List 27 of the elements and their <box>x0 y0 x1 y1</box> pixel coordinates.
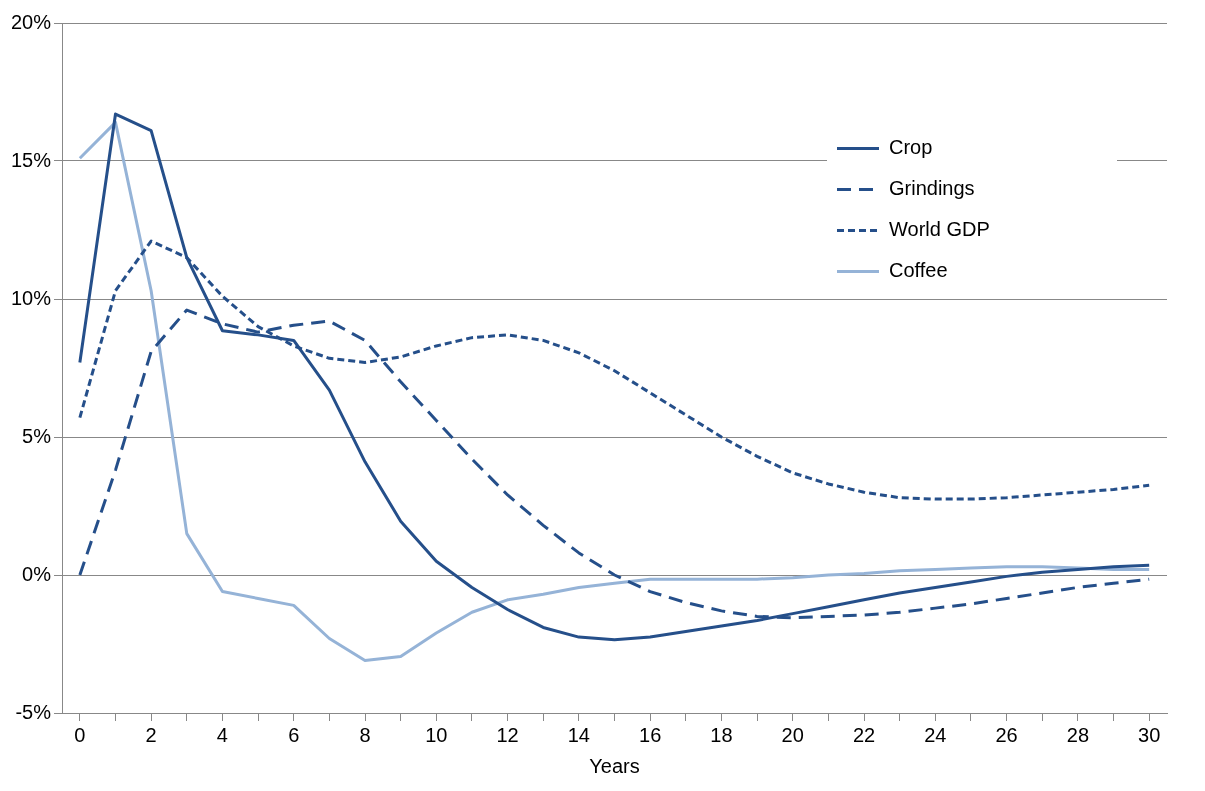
y-tick-label: 20% <box>11 10 52 33</box>
x-tick-label: 12 <box>496 723 519 746</box>
x-tick-label: 22 <box>852 723 876 746</box>
y-tick-label: 5% <box>22 424 52 447</box>
x-tick-label: 24 <box>924 723 947 746</box>
y-tick-label: -5% <box>15 700 52 723</box>
x-tick-label: 30 <box>1138 723 1161 746</box>
y-tick-label: 15% <box>11 148 52 171</box>
x-tick-label: 16 <box>639 723 662 746</box>
legend-label: Crop <box>889 136 933 159</box>
legend-label: Coffee <box>889 259 948 282</box>
x-tick-label: 0 <box>74 723 86 746</box>
x-tick-label: 26 <box>995 723 1018 746</box>
x-tick-label: 6 <box>288 723 300 746</box>
x-tick-label: 18 <box>710 723 733 746</box>
y-tick-label: 0% <box>22 562 52 585</box>
x-axis-title: Years <box>589 754 640 777</box>
legend-label: World GDP <box>889 218 990 241</box>
x-tick-label: 8 <box>359 723 371 746</box>
x-tick-label: 4 <box>216 723 228 746</box>
legend-label: Grindings <box>889 177 975 200</box>
y-tick-label: 10% <box>11 286 52 309</box>
x-tick-label: 28 <box>1066 723 1090 746</box>
x-tick-label: 14 <box>567 723 590 746</box>
x-tick-label: 10 <box>425 723 448 746</box>
x-tick-label: 2 <box>145 723 157 746</box>
x-tick-label: 20 <box>781 723 804 746</box>
